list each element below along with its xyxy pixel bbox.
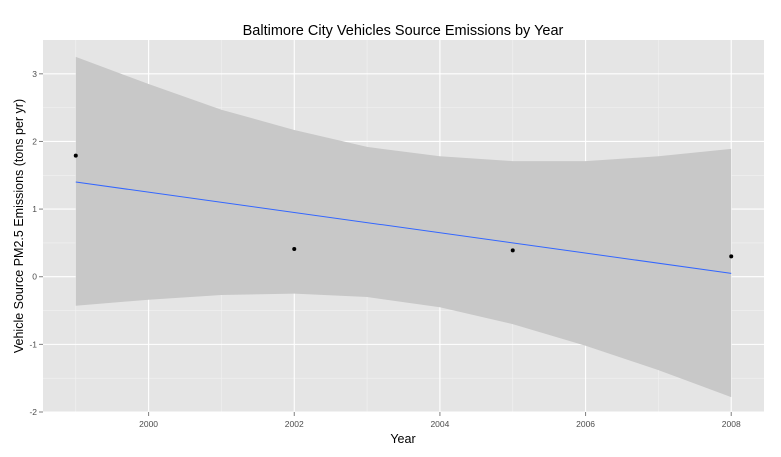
y-tick-label: 1 xyxy=(32,204,37,214)
data-points xyxy=(73,153,734,259)
y-tick-label: -1 xyxy=(29,339,37,349)
chart-title: Baltimore City Vehicles Source Emissions… xyxy=(243,23,564,39)
y-tick-label: -2 xyxy=(29,407,37,417)
x-tick-label: 2008 xyxy=(722,419,741,429)
x-tick-label: 2006 xyxy=(576,419,595,429)
data-point xyxy=(73,153,78,158)
confidence-band xyxy=(75,56,732,398)
regression-line xyxy=(75,181,732,274)
x-tick-label: 2000 xyxy=(139,419,158,429)
data-point xyxy=(292,246,297,251)
y-tick-label: 0 xyxy=(32,272,37,282)
x-tick-label: 2002 xyxy=(285,419,304,429)
y-tick-label: 2 xyxy=(32,136,37,146)
y-tick-label: 3 xyxy=(32,69,37,79)
data-point xyxy=(729,254,734,259)
x-axis-title: Year xyxy=(390,432,415,446)
data-point xyxy=(510,248,515,253)
x-tick-label: 2004 xyxy=(430,419,449,429)
y-axis-title: Vehicle Source PM2.5 Emissions (tons per… xyxy=(12,99,26,353)
y-axis-ticks: -2 -1 0 1 2 3 xyxy=(29,69,43,417)
x-axis-ticks: 2000 2002 2004 2006 2008 xyxy=(139,412,741,429)
